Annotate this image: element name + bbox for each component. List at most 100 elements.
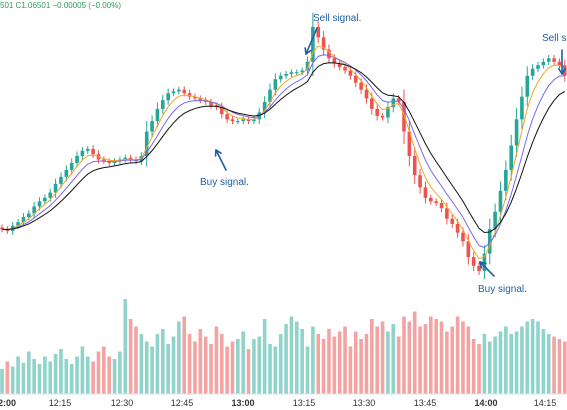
volume-bar xyxy=(214,326,219,394)
volume-bar xyxy=(225,346,229,394)
volume-bar xyxy=(455,316,460,394)
volume-bar xyxy=(209,344,213,394)
candle xyxy=(75,151,79,168)
volume-bar xyxy=(262,319,267,394)
volume-bar xyxy=(43,356,47,394)
candle xyxy=(434,198,438,207)
candle xyxy=(487,218,492,265)
candle xyxy=(171,88,176,97)
volume-bar xyxy=(32,359,36,394)
volume-bar xyxy=(166,344,170,394)
candle xyxy=(177,86,181,95)
volume-bar xyxy=(316,334,321,394)
candle xyxy=(155,102,160,128)
volume-bar xyxy=(439,321,444,394)
candle xyxy=(321,31,326,56)
candle xyxy=(209,98,213,109)
candle xyxy=(418,168,422,194)
volume-bar xyxy=(493,336,497,394)
signal-arrows xyxy=(214,27,566,277)
ohlc-readout: 501 C1.06501 −0.00005 (−0.00%) xyxy=(0,1,121,10)
candle xyxy=(461,227,465,247)
time-tick-label: 12:15 xyxy=(49,398,72,408)
volume-bar xyxy=(128,319,133,394)
volume-bar xyxy=(509,334,513,394)
candle xyxy=(386,101,390,124)
candle xyxy=(450,214,455,228)
candle xyxy=(525,66,530,107)
volume-bar xyxy=(64,359,69,394)
volume-bar xyxy=(187,334,192,394)
slow-moving-average-line xyxy=(1,62,566,234)
volume-bar xyxy=(386,331,390,394)
volume-bar xyxy=(102,346,106,394)
fast-moving-average-line xyxy=(1,45,566,260)
volume-bar xyxy=(530,319,535,394)
volume-bar xyxy=(380,321,385,394)
candle xyxy=(477,261,481,275)
volume-bar xyxy=(498,331,503,394)
candle xyxy=(278,72,283,83)
volume-bar xyxy=(289,316,294,394)
volume-bar xyxy=(343,326,347,394)
volume-bar xyxy=(353,331,358,394)
candle xyxy=(380,112,385,121)
volume-bar xyxy=(193,341,197,394)
time-tick-label: 13:45 xyxy=(414,398,437,408)
volume-bar xyxy=(375,326,379,394)
volume-bar xyxy=(359,339,363,394)
candle xyxy=(375,104,379,121)
time-axis-ticks: 2:00 12:15 12:30 12:45 13:00 13:15 13:30 13:45 1… xyxy=(0,398,556,408)
time-tick-label: 13:00 xyxy=(231,398,254,408)
candle xyxy=(520,86,524,130)
candle xyxy=(246,116,251,125)
volume-bar xyxy=(450,326,455,394)
volume-bar xyxy=(418,326,422,394)
volume-bar xyxy=(5,361,10,394)
volume-bar xyxy=(161,329,165,394)
volume-bar xyxy=(273,346,278,394)
volume-bar xyxy=(236,339,240,394)
buy-signal-label: Buy signal. xyxy=(478,284,527,295)
candle xyxy=(305,56,310,76)
volume-bar xyxy=(118,351,122,394)
candle xyxy=(236,118,240,125)
candle xyxy=(59,172,63,189)
volume-bar xyxy=(536,321,540,394)
candle xyxy=(166,88,170,105)
candle xyxy=(327,44,331,64)
volume-bar xyxy=(134,326,138,394)
candle xyxy=(471,251,476,271)
volume-bar xyxy=(434,319,438,394)
volume-bar xyxy=(123,299,128,394)
volume-bar xyxy=(412,311,417,394)
volume-bar xyxy=(332,336,337,394)
volume-bar xyxy=(300,329,304,394)
candle xyxy=(289,69,294,78)
volume-bar xyxy=(520,326,524,394)
volume-bar xyxy=(321,339,326,394)
volume-bar xyxy=(423,324,428,394)
volume-bar xyxy=(257,336,262,394)
volume-bar xyxy=(557,339,562,394)
time-tick-label: 12:45 xyxy=(171,398,194,408)
candlesticks xyxy=(0,12,567,280)
volume-bar xyxy=(482,334,487,394)
volume-bar xyxy=(91,361,95,394)
candle xyxy=(262,96,267,119)
candle xyxy=(102,156,106,165)
candle xyxy=(546,55,551,66)
volume-bar xyxy=(198,329,203,394)
volume-bar xyxy=(402,316,406,394)
volume-bar xyxy=(53,354,58,394)
volume-bar xyxy=(150,346,154,394)
time-tick-label: 14:15 xyxy=(534,398,557,408)
volume-bar xyxy=(69,364,74,394)
volume-bar xyxy=(107,356,111,394)
volume-bar xyxy=(514,331,519,394)
volume-bar xyxy=(0,369,4,394)
candle xyxy=(504,160,508,201)
candle xyxy=(91,145,95,159)
volume-bar xyxy=(144,341,149,394)
